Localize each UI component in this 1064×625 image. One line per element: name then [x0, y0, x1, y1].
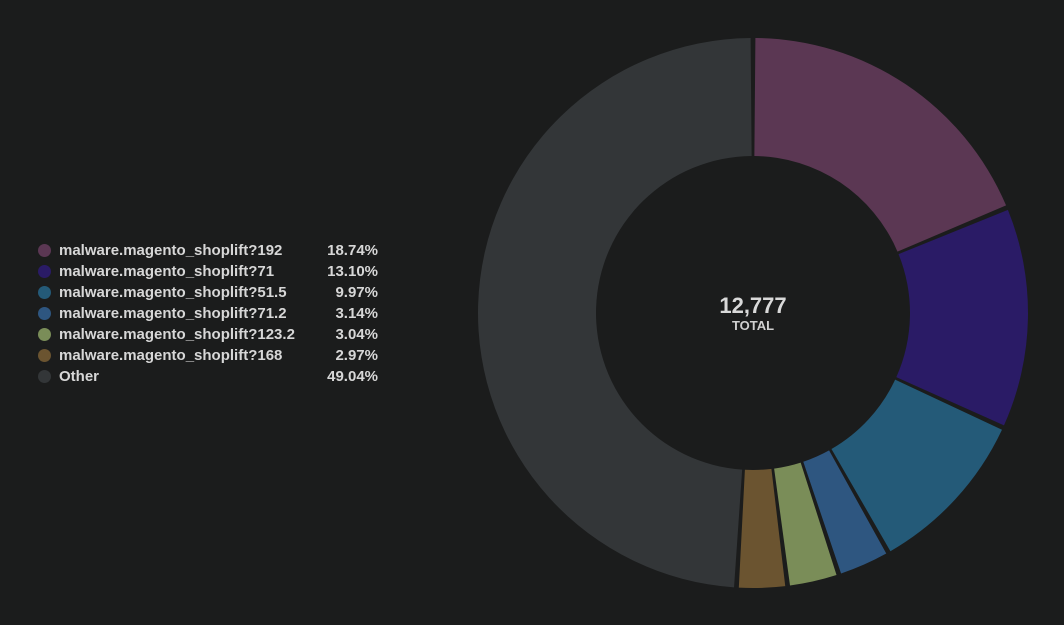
legend-item[interactable]: malware.magento_shoplift?71.2 3.14% — [38, 303, 378, 324]
legend-label: malware.magento_shoplift?71.2 — [59, 305, 287, 322]
legend-label: Other — [59, 368, 100, 385]
legend-swatch-icon — [38, 286, 51, 299]
legend-value: 2.97% — [335, 347, 378, 364]
legend-value: 3.04% — [335, 326, 378, 343]
legend-item[interactable]: Other 49.04% — [38, 366, 378, 387]
total-label: TOTAL — [732, 318, 774, 333]
total-value: 12,777 — [719, 293, 786, 318]
donut-slice[interactable] — [831, 379, 1002, 552]
legend-swatch-icon — [38, 307, 51, 320]
legend-item[interactable]: malware.magento_shoplift?123.2 3.04% — [38, 324, 378, 345]
legend-value: 3.14% — [335, 305, 378, 322]
legend-swatch-icon — [38, 370, 51, 383]
donut-slices — [477, 38, 1028, 588]
legend-label: malware.magento_shoplift?71 — [59, 263, 275, 280]
legend-swatch-icon — [38, 265, 51, 278]
donut-slice[interactable] — [896, 209, 1028, 426]
donut-slice[interactable] — [774, 462, 837, 586]
legend-label: malware.magento_shoplift?51.5 — [59, 284, 287, 301]
legend-value: 49.04% — [327, 368, 378, 385]
legend-item[interactable]: malware.magento_shoplift?51.5 9.97% — [38, 282, 378, 303]
legend-item[interactable]: malware.magento_shoplift?71 13.10% — [38, 261, 378, 282]
legend-value: 13.10% — [327, 263, 378, 280]
legend-label: malware.magento_shoplift?192 — [59, 242, 283, 259]
legend-value: 18.74% — [327, 242, 378, 259]
legend-item[interactable]: malware.magento_shoplift?192 18.74% — [38, 240, 378, 261]
legend-item[interactable]: malware.magento_shoplift?168 2.97% — [38, 345, 378, 366]
donut-slice[interactable] — [738, 468, 786, 588]
donut-slice[interactable] — [803, 450, 887, 574]
donut-slice[interactable] — [477, 38, 752, 588]
donut-slice[interactable] — [754, 38, 1007, 252]
legend-swatch-icon — [38, 244, 51, 257]
legend-label: malware.magento_shoplift?168 — [59, 347, 283, 364]
legend-value: 9.97% — [335, 284, 378, 301]
donut-chart: 12,777 TOTAL — [477, 38, 1028, 588]
legend-swatch-icon — [38, 349, 51, 362]
legend: malware.magento_shoplift?192 18.74% malw… — [38, 240, 378, 387]
legend-swatch-icon — [38, 328, 51, 341]
legend-label: malware.magento_shoplift?123.2 — [59, 326, 295, 343]
